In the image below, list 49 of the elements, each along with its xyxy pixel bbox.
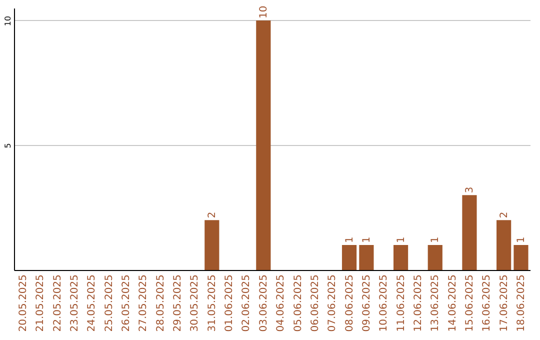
x-tick-label: 28.05.2025 — [155, 274, 166, 332]
x-tick-label: 21.05.2025 — [35, 274, 46, 332]
x-tick-label: 25.05.2025 — [104, 274, 115, 332]
data-label: 1 — [430, 236, 442, 244]
x-tick-label: 02.06.2025 — [241, 274, 252, 332]
bar — [204, 220, 220, 270]
x-tick-label: 08.06.2025 — [344, 274, 356, 332]
y-tick-label: 5 — [4, 143, 12, 148]
bar — [393, 245, 408, 270]
x-tick-label: 04.06.2025 — [276, 274, 287, 332]
bar — [342, 245, 357, 270]
bar — [359, 245, 374, 270]
x-tick-label: 01.06.2025 — [224, 274, 236, 332]
x-tick-label: 30.05.2025 — [190, 274, 201, 332]
data-label: 1 — [396, 236, 407, 244]
data-label: 3 — [464, 186, 476, 194]
x-tick-label: 06.06.2025 — [310, 274, 321, 332]
x-tick-label: 09.06.2025 — [361, 274, 372, 332]
x-tick-label: 07.06.2025 — [327, 274, 338, 332]
x-tick-label: 29.05.2025 — [172, 274, 184, 332]
x-tick-label: 11.06.2025 — [396, 274, 407, 332]
data-label: 2 — [498, 212, 510, 218]
x-tick-label: 12.06.2025 — [412, 274, 424, 332]
data-label: 1 — [344, 236, 356, 244]
x-tick-label: 03.06.2025 — [258, 274, 270, 332]
x-tick-label: 15.06.2025 — [464, 274, 476, 332]
x-tick-label: 18.06.2025 — [516, 274, 527, 332]
x-tick-label: 05.06.2025 — [292, 274, 304, 332]
bar — [428, 245, 442, 270]
x-tick-label: 14.06.2025 — [447, 274, 458, 332]
x-tick-label: 27.05.2025 — [138, 274, 150, 332]
bar — [256, 20, 271, 270]
bar — [514, 245, 528, 270]
x-tick-label: 22.05.2025 — [52, 274, 64, 332]
x-tick-label: 23.05.2025 — [70, 274, 81, 332]
x-tick-label: 20.05.2025 — [18, 274, 30, 332]
x-tick-label: 13.06.2025 — [430, 274, 442, 332]
x-tick-label: 26.05.2025 — [121, 274, 132, 332]
x-tick-label: 17.06.2025 — [498, 274, 510, 332]
bar — [496, 220, 512, 270]
x-tick-label: 24.05.2025 — [86, 274, 98, 332]
data-label: 1 — [361, 236, 372, 244]
data-label: 1 — [516, 236, 527, 244]
bar — [462, 195, 477, 270]
x-tick-label: 16.06.2025 — [482, 274, 493, 332]
data-label: 2 — [206, 212, 218, 218]
x-tick-label: 31.05.2025 — [206, 274, 218, 332]
data-label: 10 — [258, 6, 270, 18]
x-tick-label: 10.06.2025 — [378, 274, 390, 332]
